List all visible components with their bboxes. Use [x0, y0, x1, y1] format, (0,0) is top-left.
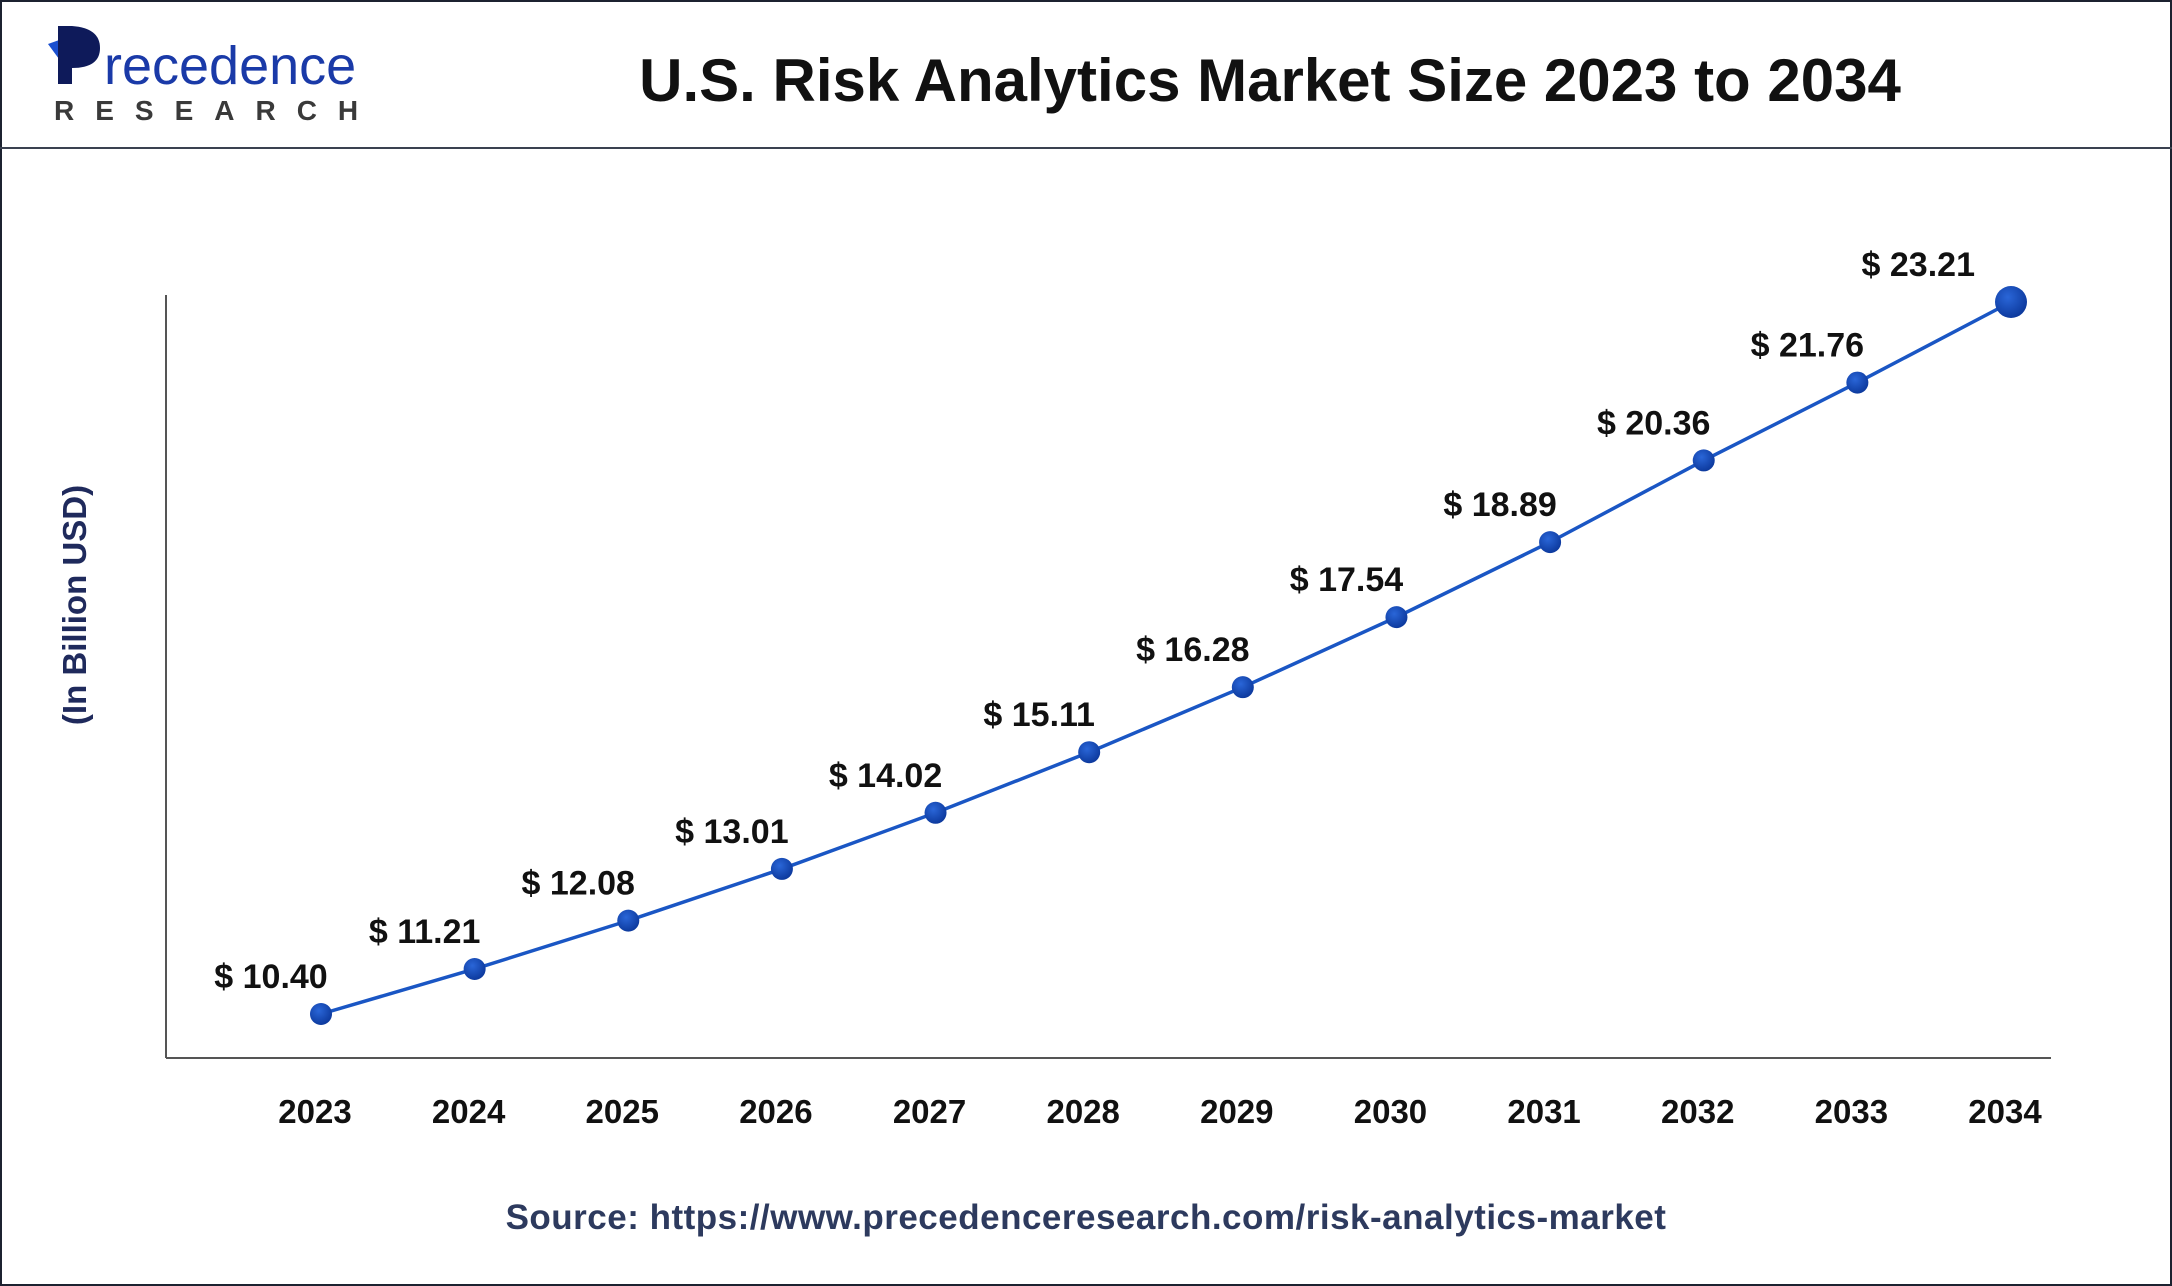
data-label: $ 14.02: [829, 757, 942, 795]
x-tick-label: 2030: [1354, 1093, 1427, 1130]
data-label: $ 18.89: [1443, 486, 1556, 524]
x-tick-label: 2028: [1046, 1093, 1119, 1130]
data-label: $ 17.54: [1290, 561, 1404, 599]
data-label: $ 16.28: [1136, 631, 1249, 669]
data-point: [1231, 676, 1254, 699]
x-tick-label: 2034: [1968, 1093, 2042, 1130]
header-divider: [0, 147, 2172, 149]
data-point: [1078, 741, 1101, 764]
x-tick-label: 2027: [893, 1093, 966, 1130]
data-label: $ 15.11: [983, 696, 1095, 734]
data-point: [1385, 606, 1408, 629]
data-point: [463, 957, 486, 980]
data-point: [1846, 371, 1869, 394]
series-line: [320, 300, 2012, 1016]
y-axis-label: (In Billion USD): [56, 485, 93, 725]
source-text: Source: https://www.precedenceresearch.c…: [505, 1198, 1667, 1237]
data-point: [924, 801, 947, 824]
x-tick-label: 2029: [1200, 1093, 1273, 1130]
x-tick-label: 2032: [1661, 1093, 1734, 1130]
data-point: [1995, 286, 2027, 318]
data-label: $ 12.08: [522, 865, 635, 903]
data-label: $ 10.40: [214, 958, 327, 996]
data-point: [617, 909, 640, 932]
data-label: $ 20.36: [1597, 404, 1710, 442]
x-tick-label: 2031: [1507, 1093, 1580, 1130]
chart-title: U.S. Risk Analytics Market Size 2023 to …: [639, 47, 1901, 114]
data-point: [1692, 449, 1715, 472]
data-point: [1539, 531, 1562, 554]
x-tick-label: 2033: [1815, 1093, 1888, 1130]
x-tick-label: 2026: [739, 1093, 812, 1130]
x-tick-label: 2023: [278, 1093, 351, 1130]
data-point: [310, 1003, 332, 1025]
data-point: [770, 857, 793, 880]
precedence-research-logo: recedence RESEARCH: [48, 26, 379, 126]
data-label: $ 21.76: [1751, 327, 1864, 365]
svg-text:recedence: recedence: [104, 36, 356, 96]
x-tick-label: 2025: [586, 1093, 659, 1130]
x-tick-label: 2024: [432, 1093, 506, 1130]
data-label: $ 13.01: [675, 813, 788, 851]
data-label: $ 23.21: [1862, 246, 1975, 284]
data-label: $ 11.21: [369, 913, 481, 951]
svg-text:RESEARCH: RESEARCH: [54, 95, 379, 126]
